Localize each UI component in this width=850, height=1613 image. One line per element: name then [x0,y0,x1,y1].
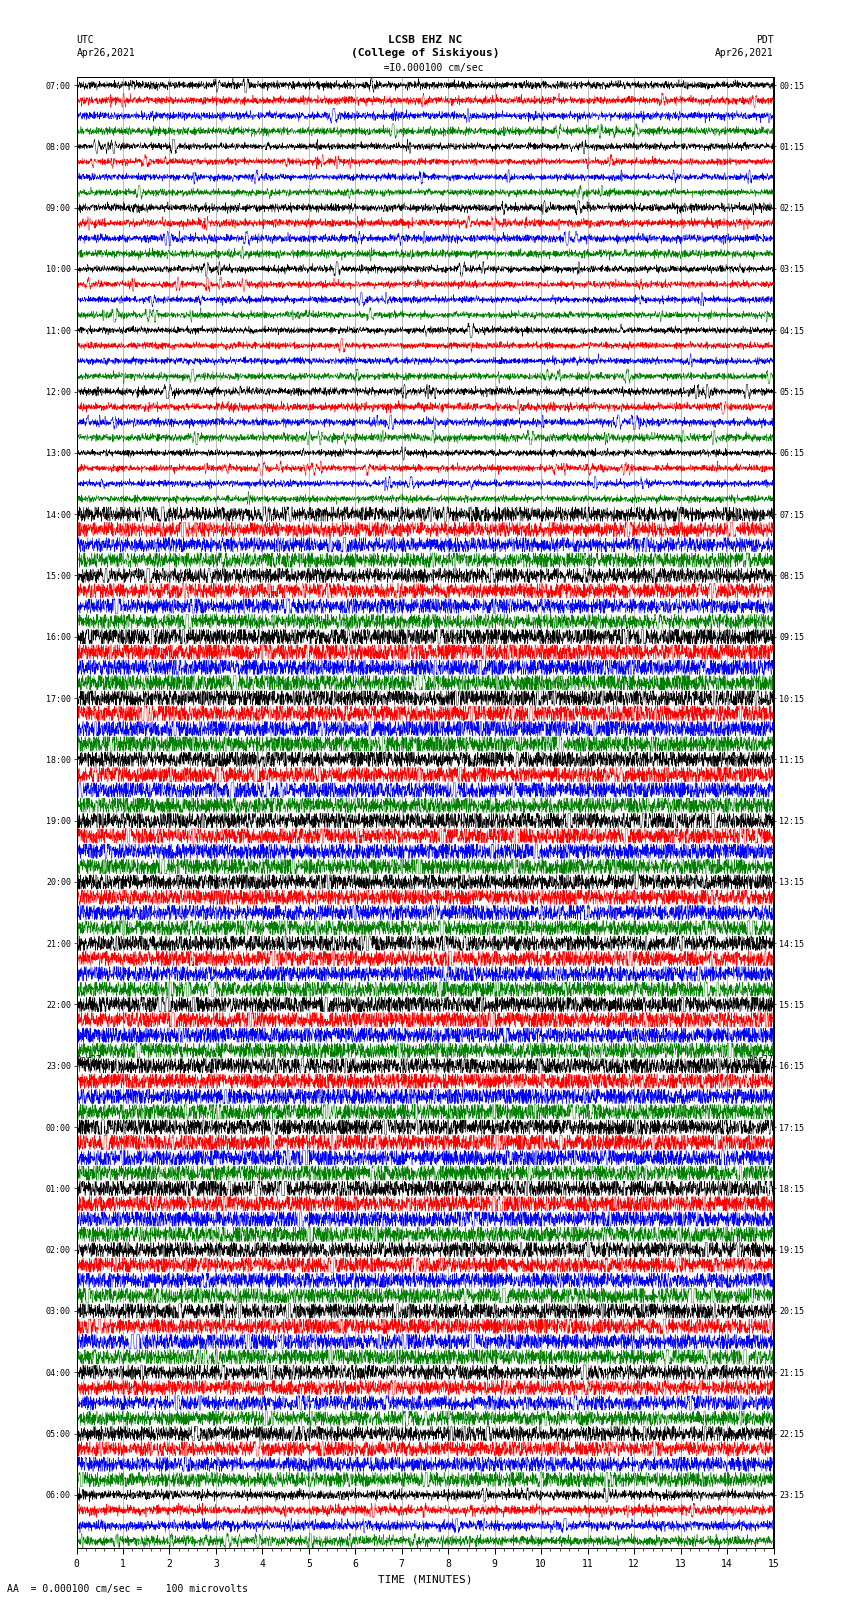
Text: Apr27: Apr27 [749,1055,774,1065]
Text: LCSB EHZ NC: LCSB EHZ NC [388,35,462,45]
Text: I: I [389,63,396,73]
Text: Apr26,2021: Apr26,2021 [76,48,135,58]
Text: A  = 0.000100 cm/sec =    100 microvolts: A = 0.000100 cm/sec = 100 microvolts [13,1584,247,1594]
Text: Apr27: Apr27 [76,1055,101,1065]
X-axis label: TIME (MINUTES): TIME (MINUTES) [377,1574,473,1584]
Text: UTC: UTC [76,35,94,45]
Text: PDT: PDT [756,35,774,45]
Text: A: A [7,1584,13,1594]
Text: (College of Siskiyous): (College of Siskiyous) [351,48,499,58]
Text: = 0.000100 cm/sec: = 0.000100 cm/sec [366,63,484,73]
Text: Apr26,2021: Apr26,2021 [715,48,774,58]
